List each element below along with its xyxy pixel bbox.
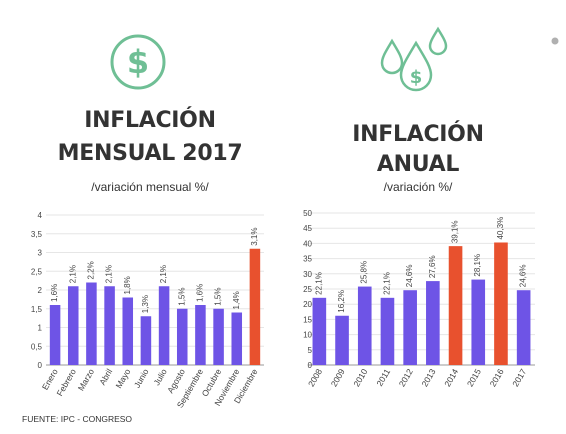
data-label: 2,2%: [86, 261, 95, 279]
y-tick-label: 10: [303, 331, 312, 340]
y-tick-label: 25: [303, 285, 312, 294]
data-label: 22,1%: [314, 272, 323, 295]
y-tick-label: 3,5: [31, 230, 43, 239]
category-label: 2014: [442, 367, 460, 389]
category-label: 2010: [351, 367, 369, 389]
y-tick-label: 4: [38, 211, 43, 220]
bar: [312, 297, 327, 365]
y-tick-label: 3: [38, 249, 43, 258]
data-label: 39,1%: [451, 220, 460, 243]
bar: [158, 286, 170, 365]
data-label: 1,6%: [195, 284, 204, 302]
bar: [231, 312, 243, 365]
bar: [104, 286, 115, 365]
dollar-circle-icon: $: [110, 34, 166, 90]
right-chart-title: INFLACIÓN ANUAL: [352, 122, 484, 177]
bar: [426, 281, 440, 365]
right-chart-subtitle: /variación %/: [383, 180, 453, 194]
data-label: 40,3%: [496, 217, 505, 240]
data-label: 2,1%: [68, 265, 77, 283]
y-tick-label: 35: [303, 255, 312, 264]
data-label: 27,6%: [428, 255, 437, 278]
bar: [357, 286, 372, 365]
data-label: 1,6%: [50, 284, 59, 302]
bar: [86, 282, 97, 365]
left-chart-title: INFLACIÓN MENSUAL 2017: [57, 108, 243, 166]
y-tick-label: 2: [38, 286, 43, 295]
data-label: 1,3%: [141, 295, 150, 313]
y-tick-label: 45: [303, 224, 312, 233]
category-label: 2017: [510, 367, 528, 389]
y-tick-label: 1,5: [31, 305, 43, 314]
bar: [176, 308, 188, 365]
data-label: 1,8%: [123, 276, 132, 294]
data-label: 3,1%: [250, 228, 259, 246]
bar: [494, 242, 508, 365]
bar: [249, 248, 261, 365]
bar: [140, 316, 152, 365]
y-tick-label: 0: [38, 361, 43, 370]
data-label: 2,1%: [105, 265, 114, 283]
data-label: 24,6%: [405, 265, 414, 288]
category-label: 2008: [306, 367, 324, 389]
source-note: FUENTE: IPC - CONGRESO: [22, 414, 133, 424]
category-label: 2013: [419, 367, 437, 389]
y-tick-label: 40: [303, 239, 312, 248]
bar: [516, 290, 531, 365]
y-tick-label: 20: [303, 300, 312, 309]
bar: [335, 315, 349, 365]
y-tick-label: 2,5: [31, 267, 43, 276]
category-label: 2015: [465, 367, 483, 389]
dots-icon[interactable]: [550, 36, 560, 46]
y-tick-label: 0,5: [31, 342, 43, 351]
category-label: 2011: [374, 367, 392, 388]
data-label: 28,1%: [473, 254, 482, 277]
bar: [403, 290, 417, 365]
data-label: 25,8%: [360, 261, 369, 284]
svg-text:$: $: [410, 67, 423, 88]
data-label: 1,5%: [214, 288, 223, 306]
y-tick-label: 50: [303, 209, 312, 218]
bar: [380, 297, 395, 365]
y-tick-label: 1: [38, 324, 43, 333]
bar: [122, 297, 134, 365]
y-tick-label: 5: [308, 346, 313, 355]
category-label: 2009: [329, 367, 347, 389]
data-label: 24,6%: [519, 265, 528, 288]
data-label: 1,4%: [232, 291, 241, 309]
category-label: 2016: [488, 367, 506, 389]
data-label: 1,5%: [177, 288, 186, 306]
data-label: 22,1%: [382, 272, 391, 295]
bar: [213, 308, 224, 365]
svg-text:$: $: [127, 43, 149, 81]
data-label: 16,2%: [337, 290, 346, 313]
data-label: 2,1%: [159, 265, 168, 283]
bar: [195, 305, 206, 365]
y-tick-label: 15: [303, 315, 312, 324]
y-tick-label: 30: [303, 270, 312, 279]
bar: [448, 246, 463, 365]
left-chart-subtitle: /variación mensual %/: [91, 180, 209, 194]
y-tick-label: 0: [308, 361, 313, 370]
bar: [67, 286, 79, 365]
bar: [49, 305, 61, 365]
bar: [471, 279, 486, 365]
money-drops-icon: $: [380, 26, 448, 92]
category-label: 2012: [397, 367, 415, 389]
